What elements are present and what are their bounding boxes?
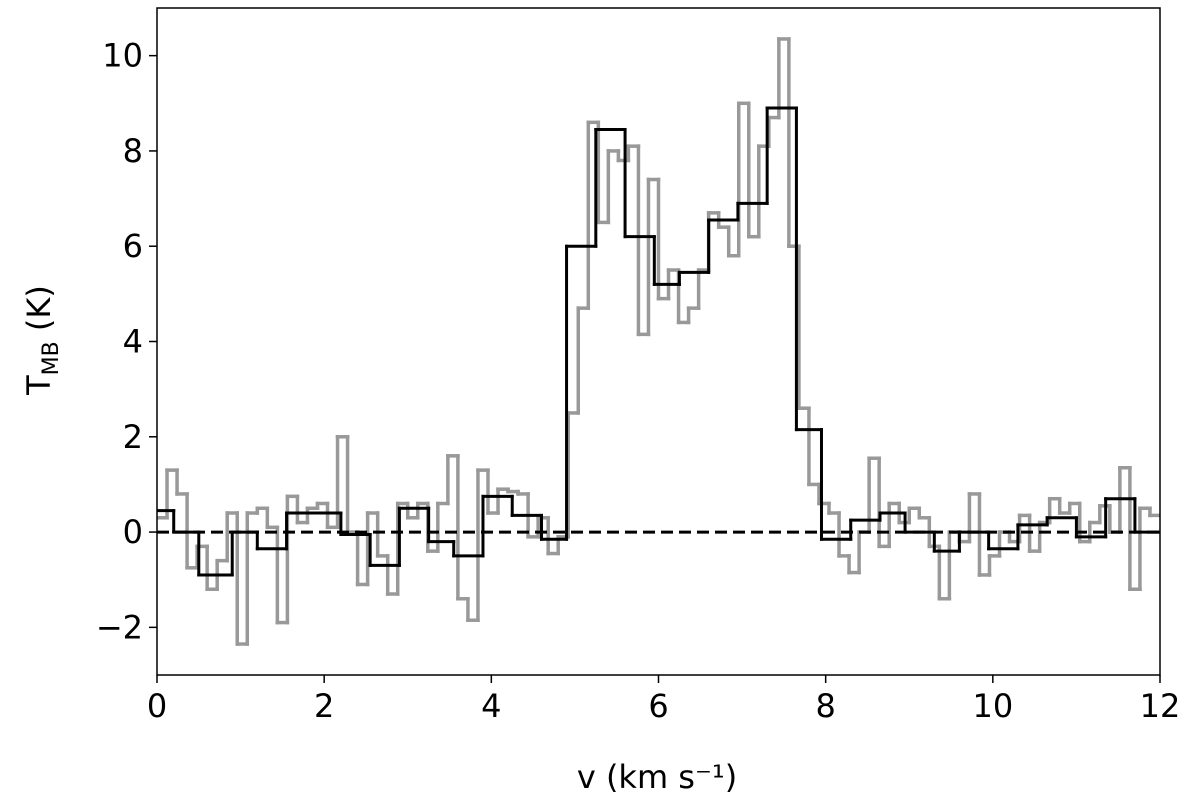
step-series xyxy=(157,37,1160,646)
y-tick-label: 0 xyxy=(123,513,143,551)
y-label-sub: MB xyxy=(39,341,64,375)
step-series xyxy=(157,106,1160,577)
y-label-unit: (K) xyxy=(20,285,58,341)
x-tick-label: 4 xyxy=(481,687,501,725)
x-axis-label: v (km s⁻¹) xyxy=(577,758,737,796)
y-tick-label: 8 xyxy=(123,132,143,170)
x-tick-label: 12 xyxy=(1140,687,1181,725)
plot-frame xyxy=(156,7,1161,676)
y-tick-label: −2 xyxy=(96,608,143,646)
y-tick-label: 4 xyxy=(123,323,143,361)
x-tick-label: 8 xyxy=(815,687,835,725)
y-tick-label: 10 xyxy=(102,37,143,75)
y-axis-label: TMB (K) xyxy=(20,285,64,396)
x-tick-label: 6 xyxy=(648,687,668,725)
x-tick-label: 10 xyxy=(972,687,1013,725)
y-label-main: T xyxy=(20,375,58,396)
y-tick-label: 2 xyxy=(123,418,143,456)
x-tick-label: 0 xyxy=(147,687,167,725)
y-tick-label: 6 xyxy=(123,227,143,265)
x-tick-label: 2 xyxy=(314,687,334,725)
